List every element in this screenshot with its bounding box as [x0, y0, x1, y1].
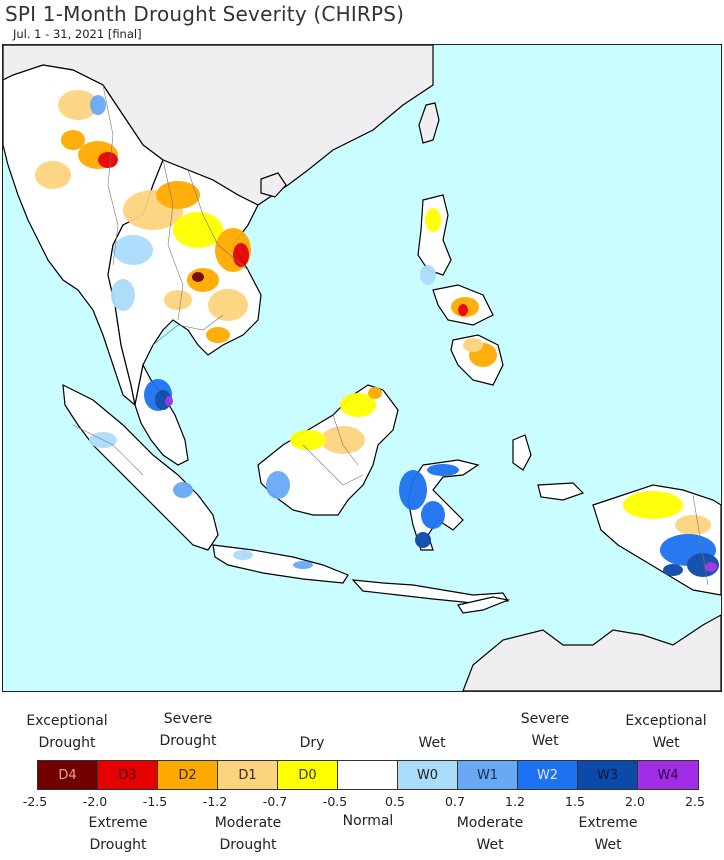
map-title: SPI 1-Month Drought Severity (CHIRPS) — [5, 2, 405, 26]
legend-label-normal: Normal — [342, 813, 394, 829]
hainan-island — [260, 172, 287, 198]
legend-swatch-d1: D1 — [218, 761, 278, 789]
legend-swatch-w4: W4 — [638, 761, 698, 789]
legend-tick-label: -2.0 — [82, 794, 108, 809]
legend-label-moderate-drought: Moderate Drought — [214, 815, 282, 853]
legend-tick-label: -2.5 — [22, 794, 48, 809]
legend-swatch-d3: D3 — [98, 761, 158, 789]
maluku-island — [512, 434, 532, 471]
admin-boundaries — [72, 84, 709, 586]
legend-swatch-w0: W0 — [398, 761, 458, 789]
legend-swatch-w3: W3 — [578, 761, 638, 789]
legend-tick-label: 1.2 — [505, 794, 525, 809]
legend-tick-label: 2.5 — [685, 794, 705, 809]
legend-tick-label: 0.7 — [445, 794, 465, 809]
legend-swatch-d2: D2 — [158, 761, 218, 789]
map-subtitle: Jul. 1 - 31, 2021 [final] — [13, 27, 142, 41]
legend-swatch-w2: W2 — [518, 761, 578, 789]
legend-swatch-d0: D0 — [278, 761, 338, 789]
lesser-sunda-islands — [351, 579, 510, 604]
seram-island — [537, 482, 585, 501]
drought-patches — [35, 90, 711, 535]
legend-label-dry: Dry — [299, 735, 325, 751]
legend-swatch-d4: D4 — [38, 761, 98, 789]
drought-map — [2, 44, 722, 692]
legend-color-bar: D4 D3 D2 D1 D0 W0 W1 W2 W3 W4 — [37, 760, 699, 790]
legend-label-exceptional-drought: Exceptional Drought — [26, 713, 108, 751]
legend-tick-label: 0.5 — [385, 794, 405, 809]
wet-patches — [89, 95, 719, 577]
legend-tick-label: -1.5 — [142, 794, 168, 809]
legend-label-wet: Wet — [418, 735, 446, 751]
australia-region — [462, 614, 721, 691]
legend-label-severe-drought: Severe Drought — [159, 711, 217, 749]
legend-swatch-w1: W1 — [458, 761, 518, 789]
taiwan-island — [418, 102, 440, 144]
legend-tick-label: 2.0 — [625, 794, 645, 809]
legend-tick-label: -0.5 — [322, 794, 348, 809]
legend-tick-label: -1.2 — [202, 794, 228, 809]
legend: Exceptional Drought Severe Drought Dry Wet… — [0, 700, 724, 860]
timor-island — [457, 596, 511, 614]
legend-label-severe-wet: Severe Wet — [520, 711, 570, 749]
legend-label-extreme-drought: Extreme Drought — [88, 815, 148, 853]
legend-swatch-normal — [338, 761, 398, 789]
legend-label-extreme-wet: Extreme Wet — [578, 815, 638, 853]
legend-tick-label: 1.5 — [565, 794, 585, 809]
legend-label-moderate-wet: Moderate Wet — [456, 815, 524, 853]
legend-label-exceptional-wet: Exceptional Wet — [625, 713, 707, 751]
drought-map-svg — [3, 45, 721, 691]
legend-tick-label: -0.7 — [262, 794, 288, 809]
